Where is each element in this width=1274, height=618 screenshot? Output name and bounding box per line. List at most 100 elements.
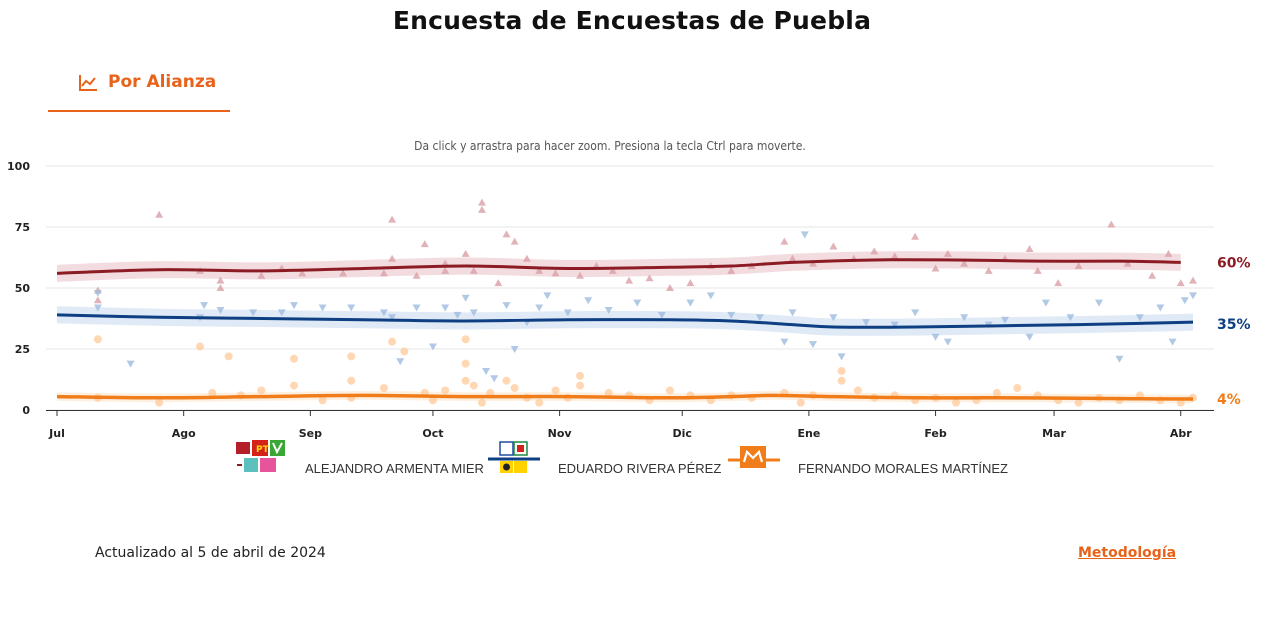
trend-line (56, 313, 1194, 329)
poll-point (853, 386, 862, 395)
poll-point (837, 366, 846, 375)
poll-point (551, 386, 560, 395)
poll-point (200, 302, 209, 310)
legend-item-morales[interactable]: FERNANDO MORALES MARTÍNEZ (728, 440, 1018, 476)
poll-point (837, 353, 846, 361)
poll-point (339, 269, 348, 277)
poll-point (290, 381, 299, 390)
poll-point (216, 284, 225, 291)
poll-point (502, 302, 511, 310)
poll-point (396, 358, 405, 366)
legend-item-rivera[interactable]: EDUARDO RIVERA PÉREZ (488, 440, 738, 476)
trend-line (56, 393, 1194, 401)
poll-point (1107, 220, 1116, 228)
poll-point (441, 304, 450, 312)
poll-point (1189, 292, 1197, 300)
poll-chart[interactable]: 0 25 50 75 100 Jul Ago Sep Oct Nov Dic Ene Feb Mar Abr… (0, 150, 1274, 445)
poll-point (428, 396, 437, 405)
poll-point (469, 381, 478, 390)
poll-point (645, 274, 654, 282)
poll-point (984, 266, 993, 274)
poll-point (347, 304, 356, 312)
poll-point (543, 292, 552, 300)
series-end-label: 35% (1217, 317, 1251, 333)
poll-point (1074, 262, 1083, 270)
poll-point (155, 210, 164, 218)
poll-point (911, 232, 920, 240)
poll-point (461, 335, 470, 344)
poll-point (890, 252, 899, 260)
poll-point (482, 367, 491, 375)
x-tick-label: Nov (548, 427, 573, 440)
tab-por-alianza[interactable]: Por Alianza (48, 68, 230, 112)
poll-point (510, 237, 519, 245)
poll-point (155, 398, 164, 407)
poll-point (490, 375, 499, 383)
poll-point (216, 306, 225, 314)
poll-point (388, 215, 397, 223)
y-tick-label: 50 (15, 282, 31, 295)
poll-point (943, 249, 952, 257)
poll-point (347, 376, 356, 385)
poll-point (318, 396, 327, 405)
poll-point (441, 386, 450, 395)
poll-point (93, 335, 102, 344)
poll-point (535, 304, 544, 312)
poll-point (1066, 314, 1075, 322)
poll-point (1074, 398, 1083, 407)
poll-point (93, 289, 102, 297)
poll-point (400, 347, 409, 356)
poll-point (1115, 355, 1124, 363)
poll-point (911, 309, 920, 317)
poll-point (502, 376, 511, 385)
poll-point (1148, 271, 1157, 279)
poll-point (461, 294, 470, 302)
poll-point (477, 198, 486, 206)
poll-point (943, 338, 952, 346)
poll-point (800, 231, 809, 239)
poll-point (1095, 299, 1104, 307)
poll-point (453, 311, 462, 319)
poll-point (960, 259, 969, 267)
poll-point (535, 398, 544, 407)
tab-label: Por Alianza (108, 72, 217, 92)
series-end-label: 60% (1217, 255, 1251, 271)
poll-point (1033, 266, 1042, 274)
poll-point (216, 276, 225, 284)
poll-point (992, 388, 1001, 397)
poll-point (576, 371, 585, 380)
poll-point (93, 296, 102, 304)
poll-point (808, 341, 817, 349)
poll-point (780, 237, 789, 245)
poll-point (1176, 279, 1185, 287)
x-tick-label: Jul (48, 427, 65, 440)
poll-point (951, 398, 960, 407)
x-tick-label: Abr (1170, 427, 1192, 440)
poll-point (625, 276, 634, 284)
poll-point (388, 337, 397, 346)
poll-point (469, 266, 478, 274)
poll-point (257, 271, 266, 279)
poll-point (290, 302, 299, 310)
poll-point (441, 266, 450, 274)
legend-label: FERNANDO MORALES MARTÍNEZ (798, 461, 1008, 476)
poll-point (563, 309, 572, 317)
poll-point (298, 269, 307, 277)
poll-point (727, 311, 736, 319)
poll-point (1189, 276, 1197, 284)
poll-point (808, 259, 817, 267)
poll-point (249, 309, 258, 317)
series-end-label: 4% (1217, 392, 1241, 408)
movimiento-ciudadano-logo-icon (728, 446, 780, 468)
poll-point (633, 299, 642, 307)
poll-point (257, 386, 266, 395)
methodology-link[interactable]: Metodología (1078, 545, 1177, 561)
x-tick-label: Oct (422, 427, 443, 440)
poll-point (755, 314, 764, 322)
poll-point (379, 384, 388, 393)
poll-point (477, 205, 486, 213)
poll-point (277, 309, 286, 317)
poll-point (290, 354, 299, 363)
chart-zoom-hint: Da click y arrastra para hacer zoom. Pre… (414, 139, 806, 153)
legend-item-armenta[interactable]: PT ALEJANDRO ARMENTA MIER (235, 440, 495, 476)
